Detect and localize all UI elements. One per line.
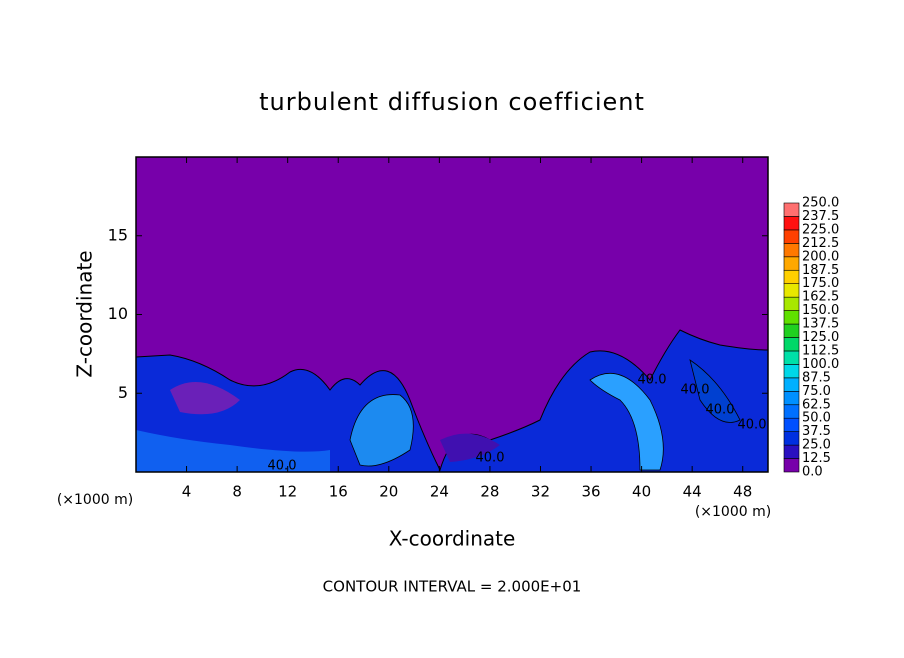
colorbar-label: 112.5 <box>802 343 839 358</box>
x-tick-label: 24 <box>430 483 449 501</box>
field-region <box>689 359 741 423</box>
x-tick-label: 20 <box>379 483 398 501</box>
field-region <box>136 430 330 472</box>
colorbar-segment <box>783 444 800 459</box>
x-tick-label: 16 <box>329 483 348 501</box>
colorbar-label: 62.5 <box>802 397 831 412</box>
contour-label: 40.0 <box>268 459 297 474</box>
colorbar-label: 212.5 <box>802 236 839 251</box>
x-tick-label: 44 <box>683 483 702 501</box>
field-region <box>170 382 240 415</box>
x-tick-label: 40 <box>632 483 651 501</box>
colorbar-label: 137.5 <box>802 317 839 332</box>
colorbar-segment <box>783 377 800 392</box>
field-region <box>589 372 664 471</box>
colorbar-label: 75.0 <box>802 384 831 399</box>
colorbar-segment <box>783 417 800 432</box>
field-region <box>349 394 414 467</box>
colorbar-segment <box>783 243 800 258</box>
chart-title: turbulent diffusion coefficient <box>259 88 645 116</box>
colorbar-segment <box>783 216 800 231</box>
colorbar-segment <box>783 229 800 244</box>
x-tick-label: 28 <box>480 483 499 501</box>
y-tick-label: 10 <box>108 304 128 323</box>
colorbar-label: 50.0 <box>802 411 831 426</box>
colorbar-label: 187.5 <box>802 263 839 278</box>
x-tick-label: 32 <box>531 483 550 501</box>
colorbar-label: 12.5 <box>802 451 831 466</box>
x-tick-label: 12 <box>278 483 297 501</box>
colorbar-segment <box>783 296 800 311</box>
colorbar-label: 25.0 <box>802 438 831 453</box>
colorbar-segment <box>783 310 800 325</box>
colorbar-segment <box>783 323 800 338</box>
colorbar-segment <box>783 337 800 352</box>
colorbar-label: 125.0 <box>802 330 839 345</box>
colorbar-label: 37.5 <box>802 424 831 439</box>
colorbar-segment <box>783 202 800 217</box>
y-tick-label: 5 <box>118 383 128 402</box>
colorbar-label: 87.5 <box>802 370 831 385</box>
colorbar-label: 150.0 <box>802 303 839 318</box>
x-unit-label: (×1000 m) <box>695 504 771 520</box>
colorbar-segment <box>783 431 800 446</box>
colorbar-segment <box>783 390 800 406</box>
contour-label: 40.0 <box>638 373 667 388</box>
colorbar-label: 0.0 <box>802 465 823 480</box>
colorbar-segment <box>783 404 800 419</box>
field <box>135 157 769 473</box>
contour-label: 40.0 <box>706 403 735 418</box>
colorbar-segment <box>783 256 800 271</box>
colorbar-label: 225.0 <box>802 222 839 237</box>
colorbar-label: 162.5 <box>802 290 839 305</box>
colorbar-segment <box>783 458 800 473</box>
contour-label: 40.0 <box>681 383 710 398</box>
colorbar-segment <box>783 269 800 284</box>
colorbar-label: 200.0 <box>802 249 839 264</box>
colorbar-segment <box>783 283 800 298</box>
footer: CONTOUR INTERVAL = 2.000E+01 <box>323 578 582 596</box>
colorbar-label: 100.0 <box>802 357 839 372</box>
colorbar-label: 237.5 <box>802 209 839 224</box>
x-tick-label: 4 <box>182 483 192 501</box>
contour-label: 40.0 <box>738 418 767 433</box>
colorbar-segment <box>783 364 800 379</box>
x-axis-label: X-coordinate <box>389 527 516 551</box>
field-region <box>440 433 500 462</box>
colorbar-label: 250.0 <box>802 196 839 211</box>
x-tick-label: 36 <box>581 483 600 501</box>
y-axis-label: Z-coordinate <box>73 250 97 377</box>
y-tick-label: 15 <box>108 225 128 244</box>
contour-label: 40.0 <box>476 451 505 466</box>
colorbar-segment <box>783 350 800 365</box>
x-tick-label: 48 <box>733 483 752 501</box>
x-tick-label: 8 <box>232 483 242 501</box>
colorbar-label: 175.0 <box>802 276 839 291</box>
x-unit-label: (×1000 m) <box>57 492 133 508</box>
